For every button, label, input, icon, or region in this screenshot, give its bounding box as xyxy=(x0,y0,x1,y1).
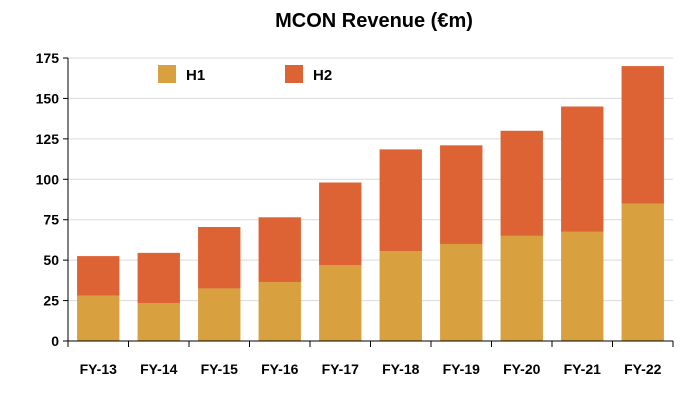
bar-h2 xyxy=(500,130,543,236)
x-tick-label: FY-18 xyxy=(382,361,420,377)
bar-h2 xyxy=(561,106,604,232)
x-tick-label: FY-16 xyxy=(261,361,299,377)
bar-h1 xyxy=(379,251,422,341)
bar-h1 xyxy=(500,235,543,341)
y-tick-label: 25 xyxy=(43,293,59,309)
y-tick-label: 150 xyxy=(36,90,60,106)
x-tick-label: FY-13 xyxy=(80,361,118,377)
y-tick-label: 0 xyxy=(51,333,59,349)
bar-h1 xyxy=(198,288,241,341)
bar-h1 xyxy=(319,264,362,341)
bar-h1 xyxy=(561,231,604,341)
y-tick-label: 100 xyxy=(36,171,60,187)
x-tick-label: FY-17 xyxy=(322,361,360,377)
bar-h1 xyxy=(77,295,120,341)
bar-h1 xyxy=(258,281,301,341)
bar-h2 xyxy=(77,256,120,296)
bars xyxy=(77,66,664,341)
bar-h1 xyxy=(621,203,664,341)
bar-h2 xyxy=(137,252,180,303)
bar-h2 xyxy=(258,217,301,282)
legend-swatch-h2 xyxy=(285,65,303,83)
y-tick-label: 75 xyxy=(43,212,59,228)
bar-h2 xyxy=(440,145,483,244)
bar-h2 xyxy=(319,182,362,265)
bar-h2 xyxy=(621,66,664,204)
y-tick-label: 50 xyxy=(43,252,59,268)
x-tick-label: FY-14 xyxy=(140,361,178,377)
bar-h1 xyxy=(440,243,483,341)
x-tick-label: FY-20 xyxy=(503,361,541,377)
chart-title: MCON Revenue (€m) xyxy=(275,10,473,32)
y-tick-label: 175 xyxy=(36,50,60,66)
bar-h1 xyxy=(137,302,180,341)
x-tick-label: FY-21 xyxy=(564,361,602,377)
x-tick-label: FY-19 xyxy=(443,361,481,377)
legend-label-h1: H1 xyxy=(186,67,205,84)
bar-h2 xyxy=(379,149,422,252)
y-tick-label: 125 xyxy=(36,131,60,147)
bar-h2 xyxy=(198,226,241,289)
axes: 0 25 50 75 100 125 150 175 FY-13 FY-14 FY-15 FY-16 F… xyxy=(36,50,674,377)
legend-label-h2: H2 xyxy=(313,67,332,84)
legend-swatch-h1 xyxy=(158,65,176,83)
x-tick-label: FY-22 xyxy=(624,361,662,377)
legend: H1 H2 xyxy=(158,65,332,84)
x-tick-label: FY-15 xyxy=(201,361,239,377)
